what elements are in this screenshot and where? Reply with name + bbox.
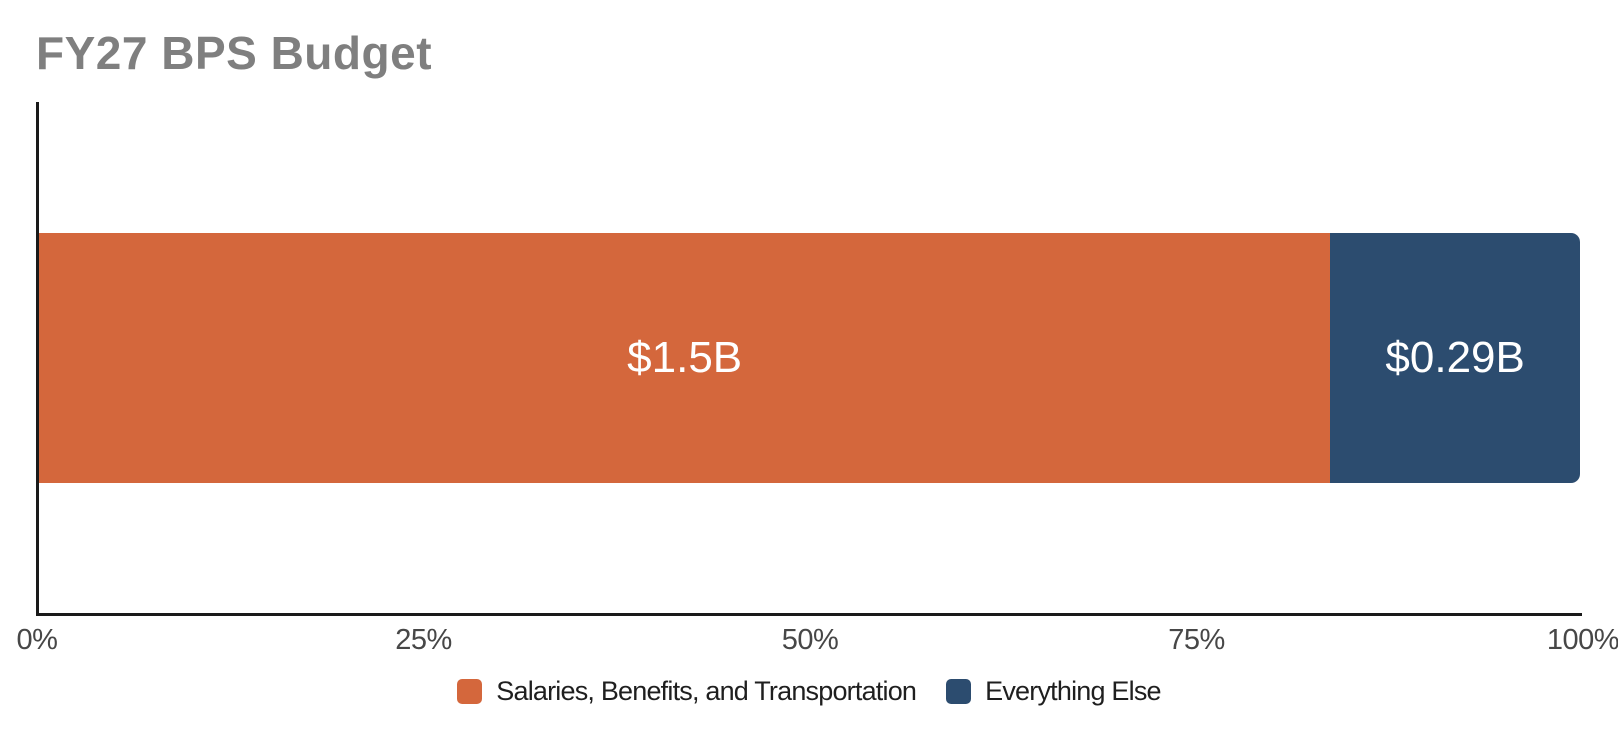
x-tick-100: 100% <box>1546 624 1618 656</box>
chart-title: FY27 BPS Budget <box>36 27 433 79</box>
y-axis-line <box>36 102 39 616</box>
x-tick-75: 75% <box>1168 624 1225 656</box>
bar-value-label-salaries: $1.5B <box>627 333 743 382</box>
bar-segment-salaries-benefits-transportation: $1.5B <box>39 233 1331 483</box>
legend-swatch-orange-icon <box>457 679 483 704</box>
legend-label-everything-else: Everything Else <box>985 676 1161 706</box>
legend-item-everything-else: Everything Else <box>946 676 1162 707</box>
bar-value-label-everything-else: $0.29B <box>1385 333 1525 382</box>
bar-segment-everything-else: $0.29B <box>1330 233 1580 483</box>
legend-item-salaries-benefits-transportation: Salaries, Benefits, and Transportation <box>457 676 917 707</box>
x-tick-50: 50% <box>781 624 839 656</box>
x-tick-0: 0% <box>16 624 58 656</box>
stacked-bar: $1.5B $0.29B <box>39 233 1580 483</box>
legend: Salaries, Benefits, and Transportation E… <box>0 676 1618 707</box>
legend-label-salaries: Salaries, Benefits, and Transportation <box>496 676 917 706</box>
legend-swatch-blue-icon <box>946 679 972 704</box>
x-axis-line <box>36 613 1582 616</box>
x-axis-tick-labels: 0% 25% 50% 75% 100% <box>17 624 1618 656</box>
x-tick-25: 25% <box>395 624 452 656</box>
